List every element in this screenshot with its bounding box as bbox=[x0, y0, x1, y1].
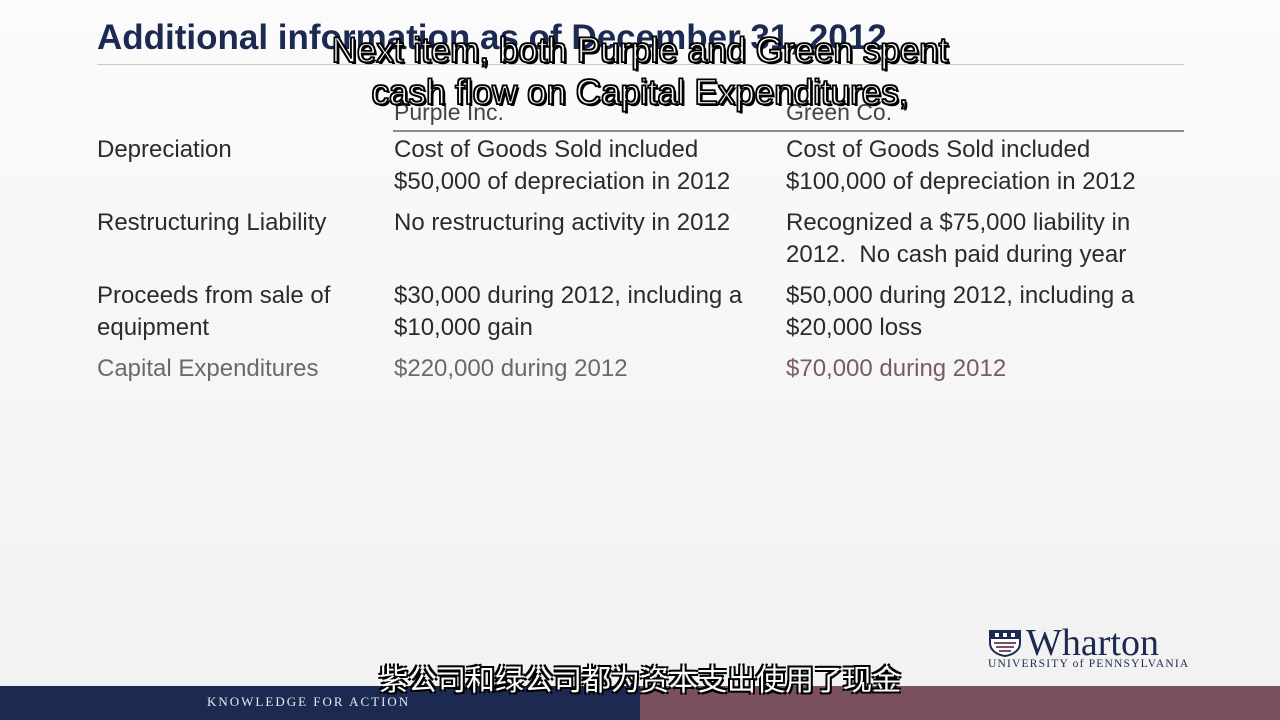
footer-tagline: KNOWLEDGE FOR ACTION bbox=[207, 694, 411, 709]
capex-purple: $220,000 during 2012 bbox=[394, 355, 628, 382]
footer-bar-plum bbox=[640, 686, 1280, 720]
header-divider bbox=[393, 130, 1184, 132]
proceeds-purple: $30,000 during 2012, including a $10,000… bbox=[394, 282, 743, 341]
penn-shield-icon bbox=[989, 630, 1021, 657]
restructuring-purple: No restructuring activity in 2012 bbox=[394, 209, 731, 236]
depreciation-green: Cost of Goods Sold included $100,000 of … bbox=[786, 136, 1136, 195]
column-header-green: Green Co. bbox=[786, 99, 893, 125]
row-label-depreciation: Depreciation bbox=[97, 136, 232, 163]
wharton-logo: Wharton UNIVERSITY of PENNSYLVANIA bbox=[988, 622, 1190, 672]
slide-title: Additional information as of December 31… bbox=[97, 18, 887, 57]
restructuring-green: Recognized a $75,000 liability in 2012. … bbox=[786, 209, 1131, 268]
subtitle-chinese: 紫公司和绿公司都为资本支出使用了现金 bbox=[378, 663, 901, 697]
logo-university: UNIVERSITY of PENNSYLVANIA bbox=[988, 658, 1190, 670]
title-divider bbox=[97, 64, 1184, 65]
row-label-capex: Capital Expenditures bbox=[97, 355, 319, 382]
column-header-purple: Purple Inc. bbox=[394, 99, 504, 125]
depreciation-purple: Cost of Goods Sold included $50,000 of d… bbox=[394, 136, 731, 195]
row-label-restructuring: Restructuring Liability bbox=[97, 209, 327, 236]
logo-wordmark: Wharton bbox=[1026, 622, 1159, 664]
capex-green: $70,000 during 2012 bbox=[786, 355, 1007, 382]
proceeds-green: $50,000 during 2012, including a $20,000… bbox=[786, 282, 1135, 341]
row-label-proceeds: Proceeds from sale of equipment bbox=[97, 282, 331, 341]
subtitle-english: Next item, both Purple and Green spent c… bbox=[331, 30, 949, 113]
footer-bar-navy bbox=[0, 686, 640, 720]
